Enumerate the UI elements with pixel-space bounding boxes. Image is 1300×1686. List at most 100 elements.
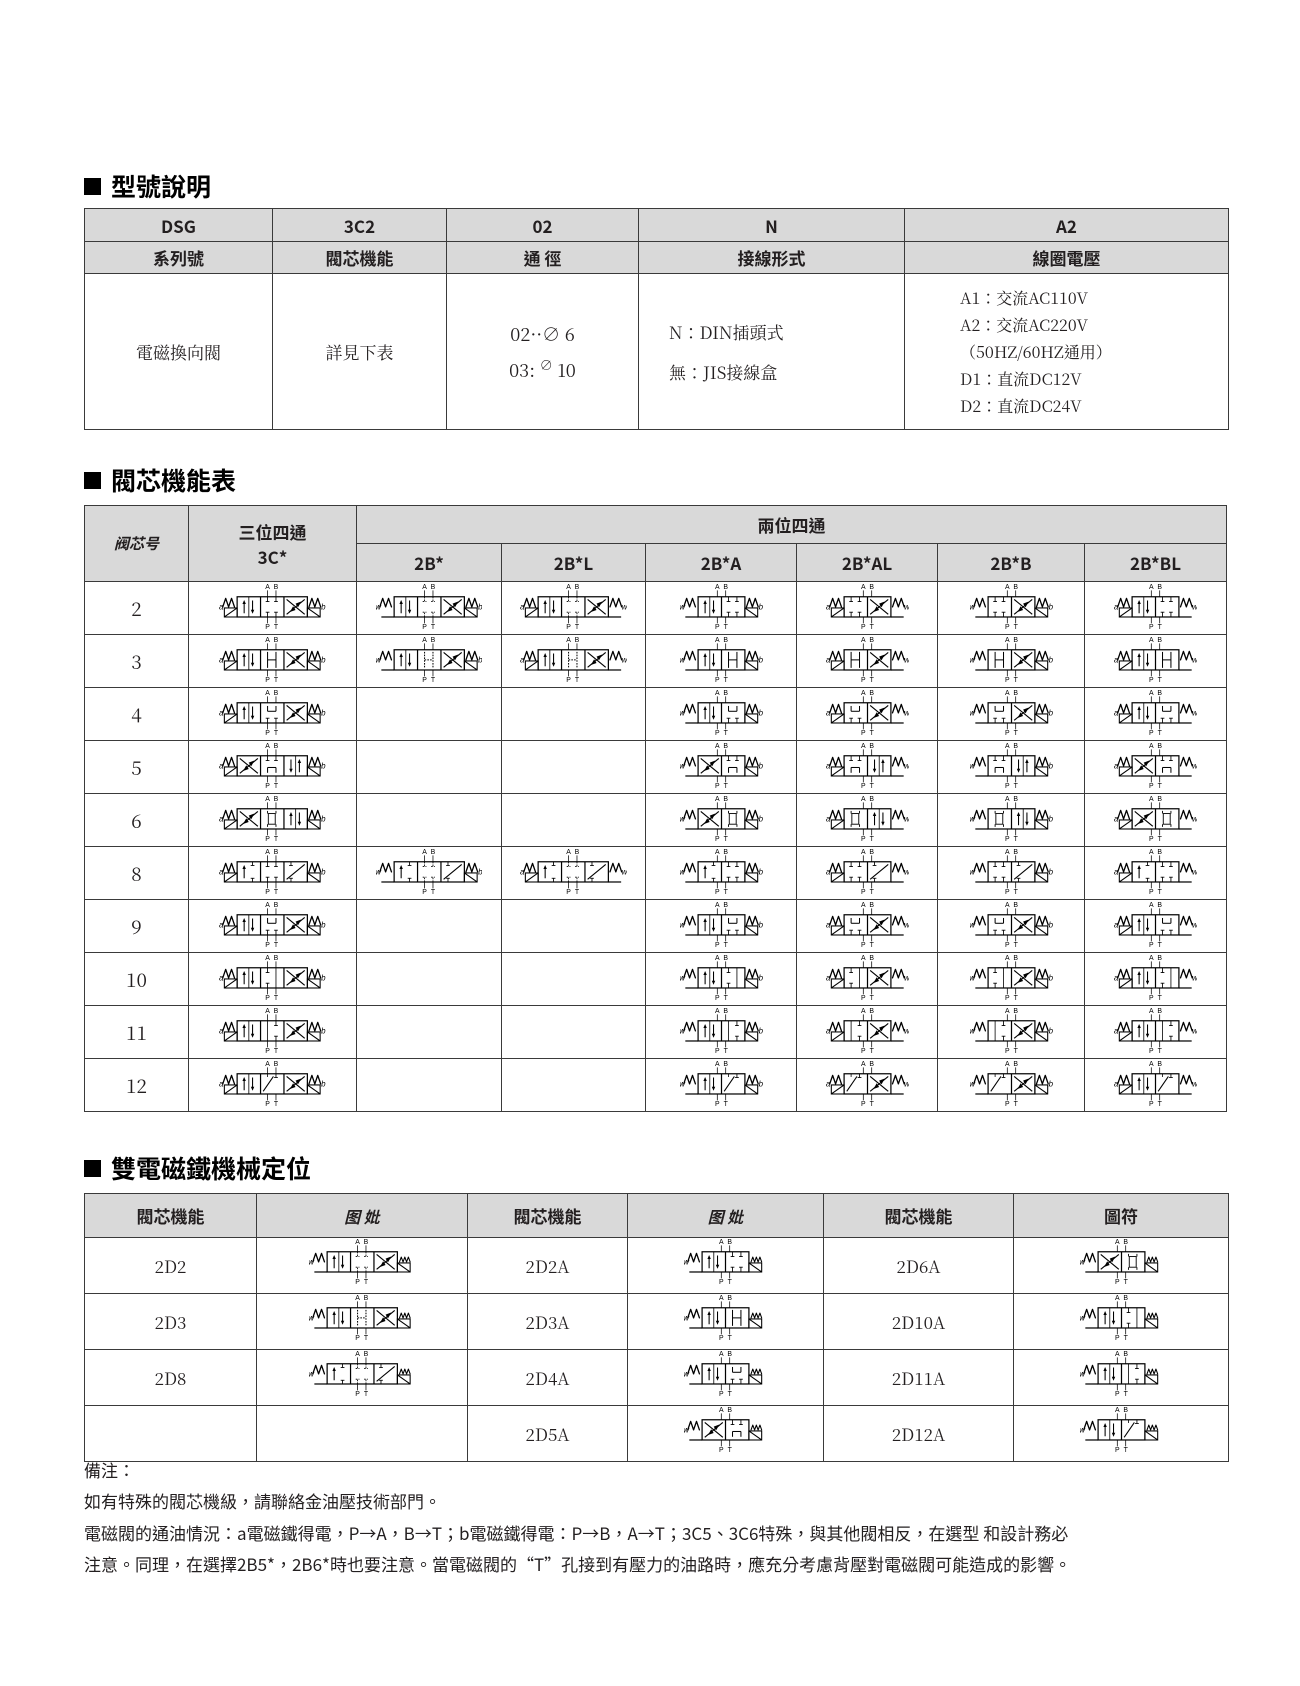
svg-text:A: A	[266, 1061, 271, 1068]
svg-text:P: P	[714, 995, 719, 1002]
svg-text:B: B	[1013, 637, 1018, 644]
svg-text:T: T	[723, 783, 728, 790]
svg-text:A: A	[1114, 1239, 1119, 1246]
svg-text:B: B	[723, 584, 728, 591]
svg-text:P: P	[1149, 1101, 1154, 1108]
svg-text:B: B	[1013, 955, 1018, 962]
svg-text:T: T	[1013, 889, 1018, 896]
svg-text:T: T	[1123, 1279, 1128, 1286]
svg-text:T: T	[869, 1048, 874, 1055]
svg-text:T: T	[1013, 677, 1018, 684]
svg-text:T: T	[431, 677, 436, 684]
svg-text:b: b	[1048, 1080, 1052, 1089]
svg-text:A: A	[860, 690, 865, 697]
svg-text:b: b	[321, 815, 325, 824]
svg-text:B: B	[1157, 902, 1162, 909]
svg-text:T: T	[274, 836, 279, 843]
svg-text:T: T	[723, 1048, 728, 1055]
svg-text:b: b	[478, 656, 482, 665]
svg-text:P: P	[1114, 1279, 1119, 1286]
svg-text:P: P	[860, 783, 865, 790]
svg-text:T: T	[1158, 995, 1163, 1002]
svg-text:b: b	[1048, 1027, 1052, 1036]
svg-text:A: A	[266, 796, 271, 803]
svg-text:A: A	[1004, 955, 1009, 962]
svg-text:B: B	[1157, 1008, 1162, 1015]
svg-text:A: A	[266, 902, 271, 909]
svg-text:A: A	[1004, 690, 1009, 697]
svg-text:B: B	[1157, 743, 1162, 750]
svg-text:b: b	[1048, 868, 1052, 877]
svg-text:A: A	[1149, 743, 1154, 750]
svg-text:B: B	[430, 584, 435, 591]
svg-text:T: T	[1013, 942, 1018, 949]
svg-text:A: A	[714, 902, 719, 909]
svg-text:b: b	[321, 921, 325, 930]
svg-text:B: B	[723, 1061, 728, 1068]
svg-text:B: B	[1013, 743, 1018, 750]
svg-text:P: P	[1149, 677, 1154, 684]
svg-text:B: B	[575, 637, 580, 644]
svg-text:B: B	[1157, 1061, 1162, 1068]
svg-text:A: A	[1114, 1295, 1119, 1302]
svg-text:A: A	[860, 849, 865, 856]
svg-text:T: T	[723, 836, 728, 843]
svg-text:b: b	[758, 656, 762, 665]
svg-text:A: A	[714, 849, 719, 856]
svg-text:P: P	[422, 624, 427, 631]
svg-text:T: T	[364, 1279, 369, 1286]
svg-text:P: P	[1114, 1391, 1119, 1398]
svg-text:A: A	[1149, 796, 1154, 803]
svg-text:B: B	[869, 584, 874, 591]
svg-text:b: b	[758, 709, 762, 718]
svg-text:T: T	[869, 783, 874, 790]
svg-text:A: A	[422, 584, 427, 591]
svg-text:T: T	[1013, 730, 1018, 737]
svg-text:B: B	[363, 1295, 368, 1302]
svg-text:B: B	[1157, 796, 1162, 803]
svg-text:A: A	[1004, 637, 1009, 644]
svg-text:B: B	[727, 1239, 732, 1246]
svg-text:B: B	[723, 796, 728, 803]
svg-text:T: T	[274, 624, 279, 631]
svg-text:T: T	[1158, 1048, 1163, 1055]
svg-text:P: P	[1004, 1048, 1009, 1055]
svg-text:A: A	[266, 584, 271, 591]
svg-text:T: T	[274, 730, 279, 737]
svg-text:T: T	[869, 1101, 874, 1108]
svg-text:A: A	[860, 584, 865, 591]
svg-text:b: b	[758, 921, 762, 930]
svg-text:A: A	[860, 1061, 865, 1068]
svg-text:T: T	[723, 1101, 728, 1108]
svg-text:A: A	[266, 743, 271, 750]
svg-text:B: B	[723, 637, 728, 644]
svg-text:P: P	[719, 1279, 724, 1286]
svg-text:P: P	[1004, 995, 1009, 1002]
svg-text:b: b	[758, 815, 762, 824]
svg-text:T: T	[274, 942, 279, 949]
svg-text:A: A	[1149, 690, 1154, 697]
svg-text:T: T	[274, 995, 279, 1002]
svg-text:T: T	[1013, 624, 1018, 631]
svg-text:A: A	[714, 1008, 719, 1015]
svg-text:B: B	[1123, 1351, 1128, 1358]
svg-text:A: A	[1004, 743, 1009, 750]
svg-text:A: A	[567, 584, 572, 591]
svg-text:P: P	[719, 1391, 724, 1398]
svg-text:P: P	[860, 995, 865, 1002]
svg-text:A: A	[860, 902, 865, 909]
svg-text:A: A	[422, 637, 427, 644]
svg-text:P: P	[714, 730, 719, 737]
svg-text:T: T	[274, 783, 279, 790]
svg-text:B: B	[274, 584, 279, 591]
svg-text:T: T	[274, 1048, 279, 1055]
svg-text:P: P	[266, 836, 271, 843]
svg-text:T: T	[1013, 836, 1018, 843]
svg-text:A: A	[266, 1008, 271, 1015]
svg-text:B: B	[363, 1351, 368, 1358]
svg-text:T: T	[869, 889, 874, 896]
svg-text:P: P	[714, 624, 719, 631]
svg-text:B: B	[869, 743, 874, 750]
svg-text:P: P	[422, 889, 427, 896]
svg-text:P: P	[714, 889, 719, 896]
